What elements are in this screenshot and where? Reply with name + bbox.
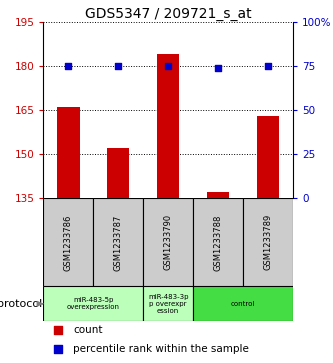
Text: miR-483-5p
overexpression: miR-483-5p overexpression bbox=[67, 297, 120, 310]
Point bbox=[302, 273, 307, 278]
Text: protocol: protocol bbox=[0, 299, 42, 309]
Bar bbox=[257, 116, 279, 198]
Point bbox=[265, 63, 271, 69]
Point bbox=[215, 65, 221, 70]
Point bbox=[302, 99, 307, 105]
Point bbox=[66, 63, 71, 69]
Text: GSM1233790: GSM1233790 bbox=[164, 214, 173, 270]
Bar bbox=[57, 107, 80, 198]
Point bbox=[166, 63, 171, 69]
Bar bbox=[157, 54, 179, 198]
Text: control: control bbox=[231, 301, 255, 307]
Text: count: count bbox=[73, 325, 103, 335]
Text: GSM1233788: GSM1233788 bbox=[213, 214, 223, 270]
Bar bbox=[43, 198, 93, 286]
Point bbox=[116, 63, 121, 69]
Bar bbox=[93, 198, 143, 286]
Bar bbox=[143, 286, 193, 321]
Bar bbox=[193, 286, 293, 321]
Bar bbox=[207, 192, 229, 198]
Title: GDS5347 / 209721_s_at: GDS5347 / 209721_s_at bbox=[85, 7, 251, 21]
Text: GSM1233789: GSM1233789 bbox=[263, 214, 273, 270]
Bar bbox=[143, 198, 193, 286]
Text: GSM1233787: GSM1233787 bbox=[114, 214, 123, 270]
Bar bbox=[243, 198, 293, 286]
Bar bbox=[193, 198, 243, 286]
Text: percentile rank within the sample: percentile rank within the sample bbox=[73, 344, 249, 354]
Bar bbox=[107, 148, 130, 198]
Bar bbox=[43, 286, 143, 321]
Text: miR-483-3p
p overexpr
ession: miR-483-3p p overexpr ession bbox=[148, 294, 188, 314]
Text: GSM1233786: GSM1233786 bbox=[64, 214, 73, 270]
